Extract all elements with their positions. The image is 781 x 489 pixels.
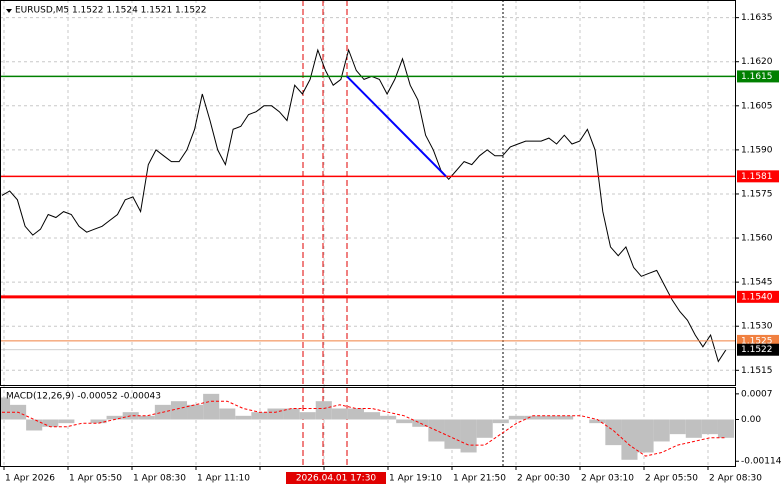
- level-label: 1.1581: [741, 172, 773, 182]
- macd-bar: [283, 408, 300, 420]
- macd-bar: [251, 412, 268, 420]
- macd-bar: [396, 419, 413, 424]
- macd-bar: [42, 419, 59, 427]
- current-price-box: [737, 343, 779, 356]
- macd-bar: [90, 419, 107, 424]
- macd-bar: [540, 415, 558, 420]
- level-label-box: [737, 290, 779, 303]
- macd-bar: [701, 419, 718, 435]
- macd-bar: [26, 419, 43, 431]
- macd-bar: [0, 397, 11, 420]
- macd-bar: [106, 415, 123, 420]
- x-tick-label: 1 Apr 11:10: [197, 474, 250, 484]
- macd-bar: [380, 415, 397, 420]
- y-tick-label: 1.1575: [741, 189, 773, 199]
- macd-bar: [637, 419, 654, 453]
- macd-bar: [492, 419, 509, 424]
- macd-bar: [669, 419, 686, 435]
- y-tick-label: 1.1515: [741, 366, 773, 376]
- macd-bar: [685, 419, 702, 438]
- cursor-label: 2026.04.01 17:30: [296, 474, 377, 484]
- macd-bar: [58, 419, 75, 424]
- level-label-box: [737, 70, 779, 83]
- macd-bar: [717, 419, 735, 438]
- macd-bar: [347, 408, 364, 420]
- x-tick-label: 1 Apr 2026: [5, 474, 55, 484]
- x-tick-label: 1 Apr 08:30: [133, 474, 186, 484]
- macd-bar: [299, 412, 316, 420]
- macd-bar: [122, 412, 139, 420]
- y-tick-label: 1.1620: [741, 57, 773, 67]
- macd-title: MACD(12,26,9) -0.00052 -0.00043: [6, 392, 161, 402]
- macd-bar: [444, 419, 461, 449]
- x-tick-label: 1 Apr 05:50: [69, 474, 122, 484]
- y-tick-label: 1.1590: [741, 145, 773, 155]
- level-label: 1.1540: [741, 292, 773, 302]
- cursor-label-box: [286, 472, 386, 484]
- macd-bar: [170, 401, 188, 420]
- macd-panel-border: [0, 387, 736, 467]
- macd-bar: [589, 419, 606, 424]
- macd-bar: [331, 408, 348, 420]
- macd-y-tick-label: 0.00: [741, 415, 761, 425]
- chart-title: EURUSD,M5 1.1522 1.1524 1.1521 1.1522: [15, 6, 207, 16]
- macd-y-tick-label: 0.0007: [741, 389, 773, 399]
- x-tick-label: 2 Apr 03:10: [581, 474, 634, 484]
- menu-arrow[interactable]: [6, 9, 12, 13]
- macd-bar: [315, 401, 332, 420]
- macd-bar: [203, 393, 220, 420]
- macd-bar: [621, 419, 638, 460]
- macd-bar: [235, 415, 252, 420]
- y-tick-label: 1.1635: [741, 13, 773, 23]
- x-tick-label: 2 Apr 00:30: [517, 474, 570, 484]
- macd-bar: [219, 408, 236, 420]
- macd-bar: [138, 415, 155, 420]
- x-tick-label: 2 Apr 05:50: [645, 474, 698, 484]
- current-price-label: 1.1522: [741, 345, 773, 355]
- level-label: 1.1525: [741, 336, 773, 346]
- y-tick-label: 1.1560: [741, 234, 773, 244]
- macd-bar: [557, 415, 574, 420]
- macd-bar: [653, 419, 670, 442]
- main-panel-border: [0, 0, 736, 386]
- y-tick-label: 1.1545: [741, 278, 773, 288]
- macd-bar: [267, 408, 284, 420]
- macd-bar: [524, 415, 541, 420]
- macd-bar: [508, 415, 525, 420]
- x-tick-label: 2 Apr 08:30: [709, 474, 762, 484]
- macd-bar: [460, 419, 477, 453]
- y-tick-label: 1.1530: [741, 322, 773, 332]
- y-tick-label: 1.1605: [741, 101, 773, 111]
- level-label-box: [737, 170, 779, 183]
- plot-layer: 1.1635 1.1620 1.1605 1.1590 1.1575 1.1560 1.15…: [0, 13, 781, 484]
- price-line: [1, 48, 727, 363]
- grid-layer: [0, 0, 739, 470]
- trendline: [346, 75, 447, 178]
- macd-bar: [187, 404, 204, 420]
- x-tick-label: 1 Apr 21:50: [453, 474, 506, 484]
- macd-y-tick-label: -0.00114: [741, 457, 781, 467]
- macd-bar: [605, 419, 622, 446]
- macd-signal: [2, 400, 726, 457]
- macd-bar: [476, 419, 493, 438]
- x-tick-label: 1 Apr 19:10: [389, 474, 442, 484]
- level-label: 1.1615: [741, 72, 773, 82]
- macd-bar: [364, 412, 381, 420]
